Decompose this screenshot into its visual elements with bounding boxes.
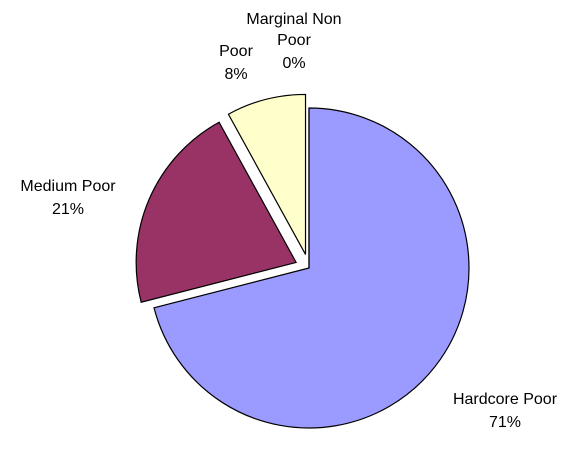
pie-label-percent: 21%	[52, 201, 84, 218]
pie-slices	[135, 93, 470, 429]
pie-label-poor: Poor 8%	[219, 43, 253, 83]
pie-label-name: Medium Poor	[20, 178, 116, 195]
pie-label-marginal-non-poor: Marginal Non Poor 0%	[246, 11, 341, 72]
pie-label-name: Marginal Non Poor	[246, 11, 341, 49]
pie-label-percent: 71%	[489, 414, 521, 431]
pie-slice-hardcore-poor	[153, 107, 470, 429]
pie-label-medium-poor: Medium Poor 21%	[20, 178, 116, 218]
pie-slice-medium-poor	[135, 121, 298, 303]
pie-label-percent: 8%	[224, 66, 247, 83]
pie-slice-poor	[227, 93, 307, 255]
pie-label-percent: 0%	[282, 55, 305, 72]
pie-label-name: Poor	[219, 43, 253, 60]
pie-label-name: Hardcore Poor	[453, 391, 558, 408]
pie-labels: Hardcore Poor 71%Medium Poor 21%Poor 8%Marg…	[20, 11, 557, 431]
pie-label-hardcore-poor: Hardcore Poor 71%	[453, 391, 558, 431]
